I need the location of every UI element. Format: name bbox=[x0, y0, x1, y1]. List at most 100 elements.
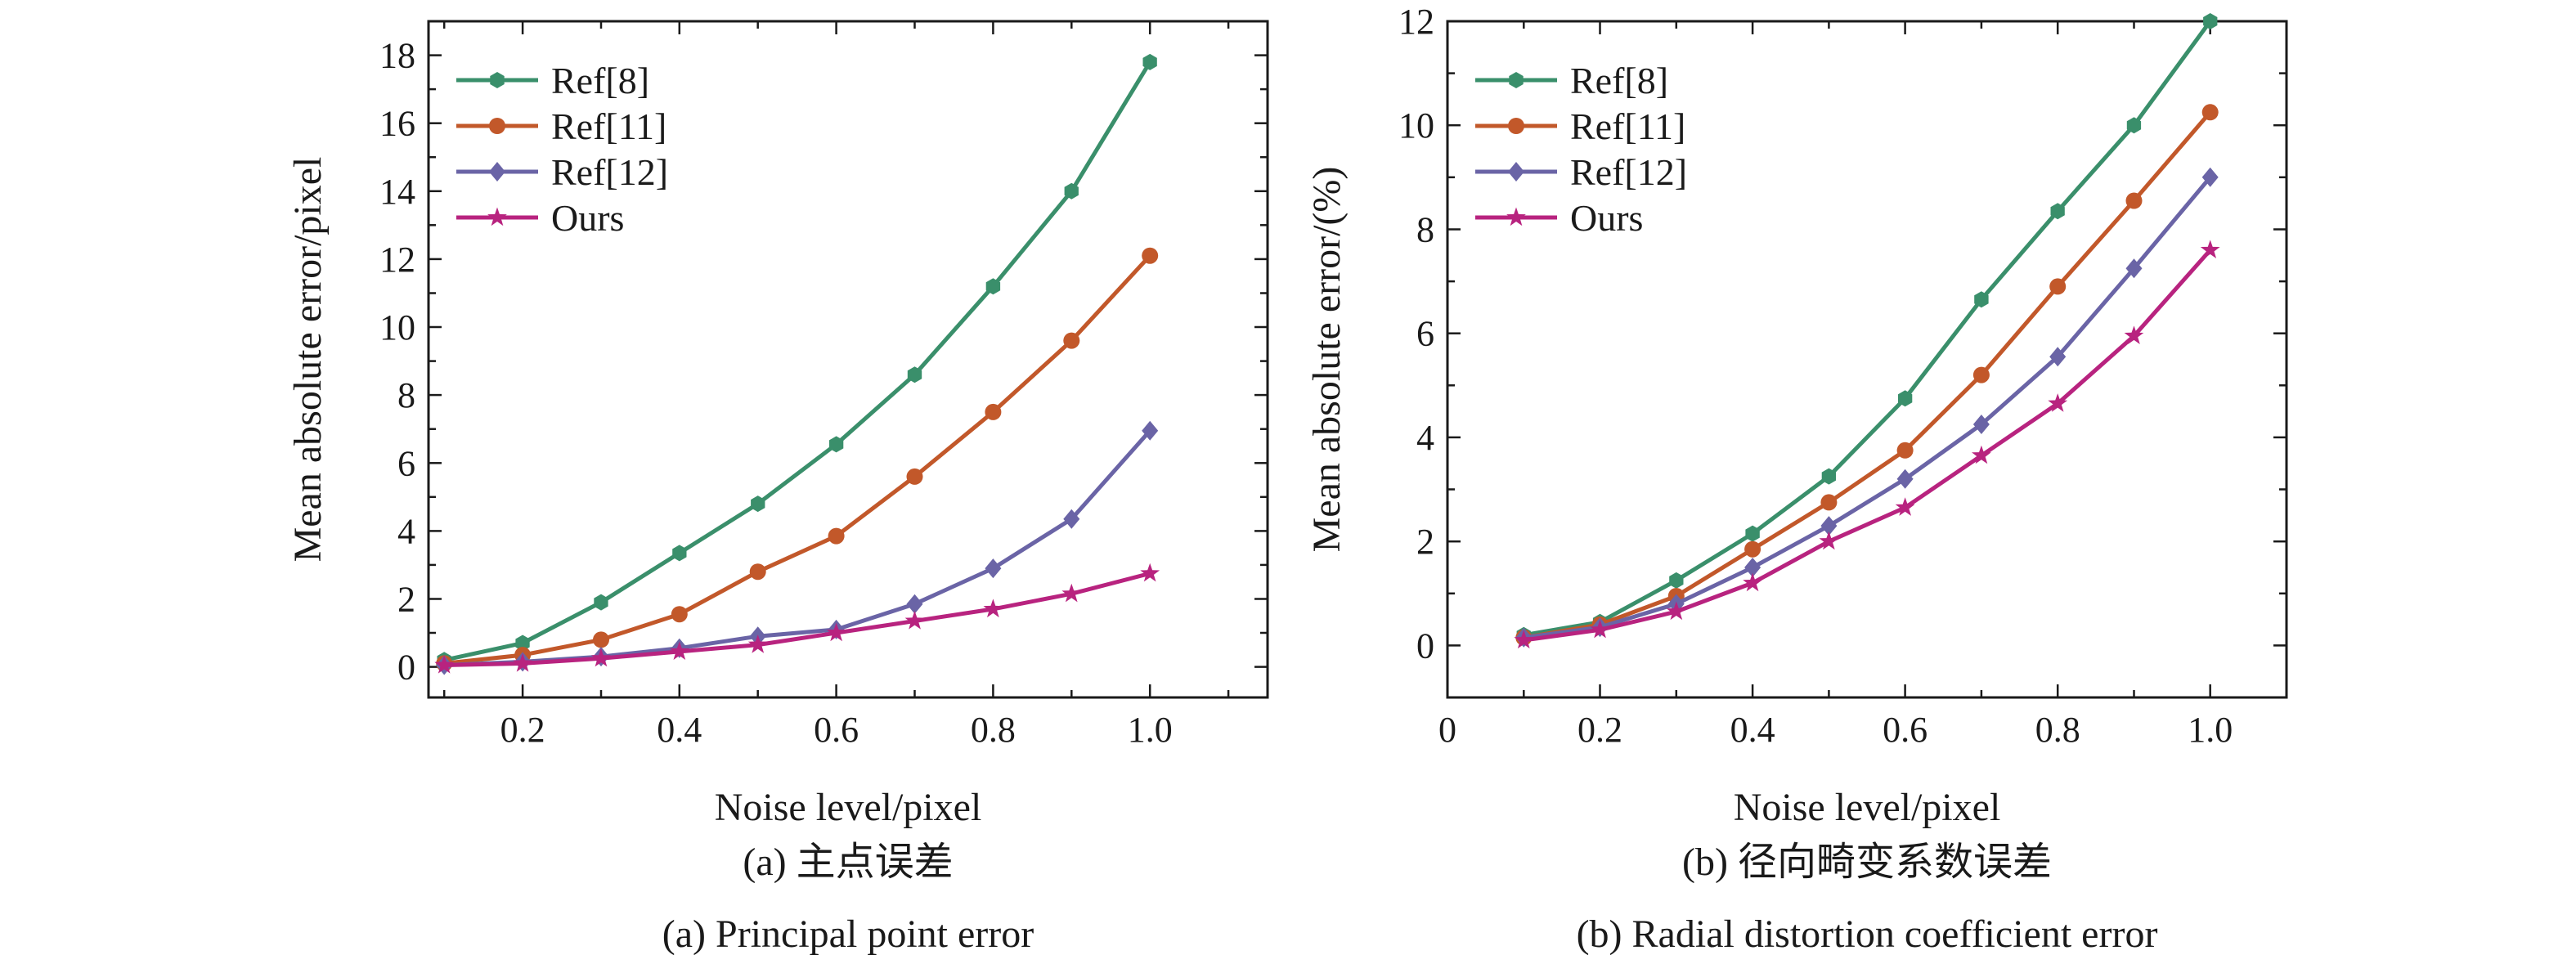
data-point bbox=[2200, 240, 2220, 258]
x-tick-label: 1.0 bbox=[2188, 710, 2233, 750]
data-point bbox=[1064, 182, 1079, 200]
caption-english: (a) Principal point error bbox=[662, 912, 1034, 956]
data-point bbox=[591, 648, 611, 667]
data-point bbox=[906, 468, 923, 485]
x-axis-label: Noise level/pixel bbox=[1734, 786, 2001, 829]
x-tick-label: 0.8 bbox=[2035, 710, 2080, 750]
data-point bbox=[1819, 531, 1839, 550]
data-point bbox=[1743, 572, 1762, 592]
series-ref-8 bbox=[437, 53, 1157, 669]
data-point bbox=[1063, 509, 1080, 529]
data-point bbox=[670, 641, 689, 660]
y-tick-label: 0 bbox=[1416, 626, 1434, 666]
series-line bbox=[1523, 20, 2212, 638]
data-point bbox=[2125, 258, 2143, 279]
data-point bbox=[513, 652, 532, 672]
data-point bbox=[594, 594, 608, 611]
x-tick-label: 0.8 bbox=[971, 710, 1016, 750]
legend-entry: Ref[12] bbox=[1570, 151, 1687, 193]
data-point bbox=[747, 634, 768, 653]
x-tick-label: 0.2 bbox=[1577, 710, 1622, 750]
y-tick-label: 2 bbox=[397, 580, 415, 620]
data-point bbox=[985, 403, 1002, 420]
data-point bbox=[1820, 494, 1838, 511]
legend-marker bbox=[1509, 72, 1524, 88]
legend-marker bbox=[489, 118, 505, 134]
y-tick-label: 6 bbox=[1416, 314, 1434, 354]
legend-marker bbox=[489, 162, 505, 182]
caption-chinese: (b) 径向畸变系数误差 bbox=[1682, 841, 2052, 884]
legend-entry: Ref[11] bbox=[1570, 105, 1685, 147]
x-tick-label: 0.6 bbox=[1883, 710, 1928, 750]
data-point bbox=[1821, 468, 1836, 485]
legend-entry: Ours bbox=[1570, 197, 1643, 239]
x-tick-label: 0.4 bbox=[657, 710, 702, 750]
y-tick-label: 12 bbox=[1398, 2, 1434, 42]
data-point bbox=[1063, 332, 1080, 349]
data-point bbox=[1669, 572, 1684, 589]
data-point bbox=[1745, 525, 1760, 542]
legend-entry: Ours bbox=[551, 197, 624, 239]
legend-entry: Ref[8] bbox=[551, 60, 649, 101]
y-tick-label: 4 bbox=[397, 511, 415, 551]
data-point bbox=[829, 436, 844, 453]
data-point bbox=[1514, 630, 1534, 649]
legend-marker bbox=[1508, 162, 1524, 182]
legend-marker bbox=[1506, 207, 1526, 226]
data-point bbox=[1820, 516, 1838, 536]
x-tick-label: 0.6 bbox=[814, 710, 859, 750]
data-point bbox=[515, 634, 530, 652]
y-axis-label: Mean absolute error/pixel bbox=[286, 157, 330, 563]
data-point bbox=[1590, 619, 1610, 639]
data-point bbox=[2050, 203, 2065, 220]
legend-marker bbox=[490, 72, 505, 88]
series-line bbox=[444, 571, 1151, 667]
data-point bbox=[434, 655, 455, 674]
legend-marker bbox=[487, 207, 507, 226]
y-tick-label: 10 bbox=[379, 307, 415, 348]
x-tick-label: 1.0 bbox=[1128, 710, 1173, 750]
data-point bbox=[1142, 53, 1157, 70]
data-point bbox=[2201, 104, 2219, 121]
legend-entry: Ref[12] bbox=[551, 151, 668, 193]
legend-entry: Ref[11] bbox=[551, 105, 666, 147]
series-ref-12 bbox=[1515, 167, 2219, 648]
data-point bbox=[1896, 469, 1914, 489]
series-ours bbox=[1514, 240, 2220, 649]
data-point bbox=[2048, 393, 2068, 412]
plot-frame bbox=[1446, 20, 2288, 699]
series-line bbox=[1523, 110, 2212, 640]
data-point bbox=[1061, 583, 1082, 603]
data-point bbox=[1744, 558, 1761, 577]
x-tick-label: 0.4 bbox=[1730, 710, 1775, 750]
legend-marker bbox=[1508, 118, 1524, 134]
data-point bbox=[983, 599, 1003, 618]
data-point bbox=[2201, 167, 2219, 187]
data-point bbox=[907, 366, 922, 383]
data-point bbox=[1744, 540, 1761, 558]
data-point bbox=[1974, 291, 1989, 308]
data-point bbox=[985, 558, 1002, 579]
data-point bbox=[904, 611, 925, 630]
data-point bbox=[1898, 390, 1913, 407]
data-point bbox=[671, 606, 688, 623]
data-point bbox=[1142, 247, 1159, 264]
data-point bbox=[751, 495, 765, 513]
y-tick-label: 6 bbox=[397, 443, 415, 483]
data-point bbox=[1895, 497, 1915, 516]
caption-english: (b) Radial distortion coefficient error bbox=[1577, 912, 2158, 956]
data-point bbox=[2049, 347, 2067, 367]
legend: Ref[8]Ref[11]Ref[12]Ours bbox=[456, 60, 668, 239]
x-tick-label: 0 bbox=[1438, 710, 1456, 750]
plot-frame bbox=[427, 20, 1269, 699]
y-tick-label: 18 bbox=[379, 36, 415, 76]
data-point bbox=[2203, 13, 2218, 29]
series-ours bbox=[434, 563, 1160, 674]
legend: Ref[8]Ref[11]Ref[12]Ours bbox=[1475, 60, 1687, 239]
data-point bbox=[985, 278, 1001, 295]
series-line bbox=[1523, 176, 2212, 640]
data-point bbox=[1142, 420, 1159, 441]
data-point bbox=[672, 545, 687, 562]
data-point bbox=[593, 631, 609, 648]
data-point bbox=[826, 622, 846, 642]
